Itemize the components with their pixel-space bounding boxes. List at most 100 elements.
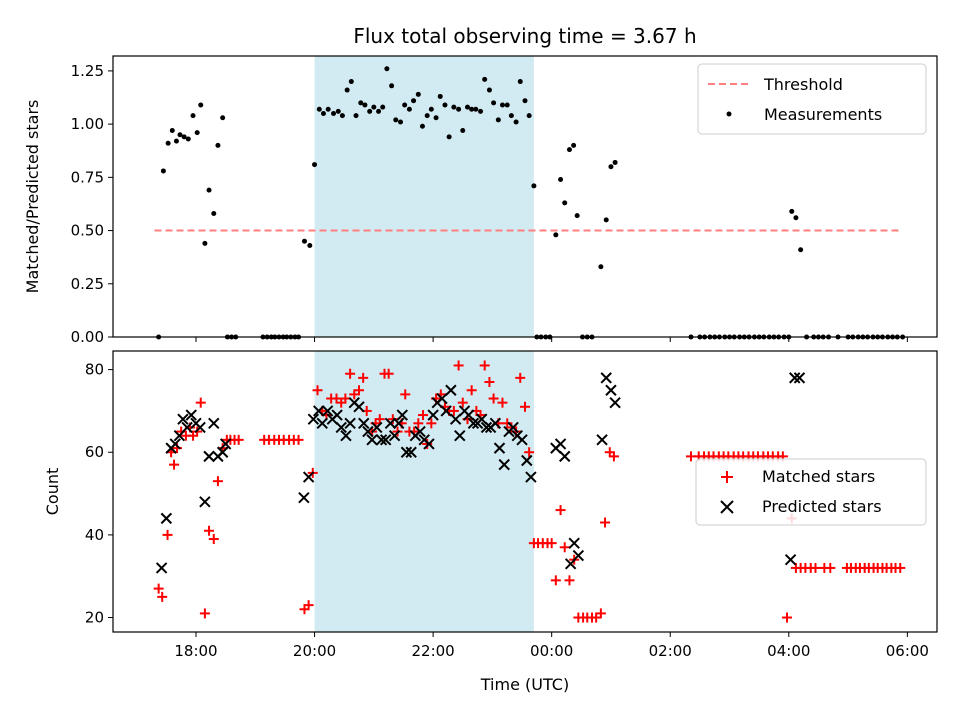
- plot-frame-top: [112, 55, 938, 338]
- predicted-star-point: [789, 372, 801, 384]
- measurement-point: [428, 106, 434, 112]
- predicted-star-point: [208, 417, 220, 430]
- predicted-star-point: [507, 421, 519, 434]
- measurement-point: [598, 264, 604, 270]
- predicted-star-point: [554, 438, 567, 450]
- predicted-star-point: [596, 434, 608, 446]
- predicted-star-point: [298, 491, 310, 504]
- matched-star-point: [195, 397, 206, 408]
- measurement-point: [215, 142, 221, 148]
- measurement-point: [169, 128, 175, 134]
- measurement-point: [442, 102, 448, 108]
- measurement-point: [348, 79, 354, 85]
- matched-star-point: [383, 368, 394, 379]
- measurement-point: [437, 93, 443, 99]
- predicted-star-point: [155, 562, 168, 574]
- matched-star-point: [497, 397, 508, 408]
- measurement-point: [406, 106, 412, 112]
- measurement-point: [508, 113, 514, 119]
- predicted-star-point: [427, 409, 439, 421]
- measurement-point: [513, 119, 519, 125]
- measurement-point: [789, 208, 795, 214]
- predicted-star-point: [445, 384, 457, 396]
- matched-star-point: [153, 583, 164, 594]
- measurement-point: [389, 83, 395, 89]
- measurement-point: [562, 200, 568, 206]
- predicted-star-point: [358, 417, 370, 430]
- matched-star-point: [559, 542, 570, 553]
- matched-star-point: [354, 385, 365, 396]
- measurement-point: [415, 91, 421, 97]
- legend-measurements-swatch: [726, 111, 732, 117]
- matched-star-point: [457, 397, 468, 408]
- matched-star-point: [303, 600, 314, 611]
- measurement-point: [574, 213, 580, 219]
- y-tick-label: 1.25: [71, 62, 104, 80]
- predicted-star-point: [414, 425, 426, 438]
- predicted-star-point: [440, 405, 452, 417]
- matched-star-point: [340, 393, 351, 404]
- x-axis-ticks-top: [195, 337, 908, 342]
- measurement-point: [411, 98, 417, 104]
- measurement-point: [553, 232, 559, 238]
- chart-title: Flux total observing time = 3.67 h: [353, 24, 696, 48]
- y-axis-ticks-bottom: 20 40 60 80: [85, 361, 113, 627]
- matched-star-point: [413, 418, 424, 429]
- matched-star-point: [199, 608, 210, 619]
- y-tick-label: 80: [85, 361, 104, 379]
- predicted-star-point: [199, 496, 211, 508]
- measurement-point: [190, 113, 196, 119]
- measurement-point: [504, 102, 510, 108]
- matched-star-point: [426, 418, 437, 429]
- matched-star-point: [782, 612, 793, 623]
- y-axis-ticks-top: 0.00 0.25 0.50 0.75 1.00 1.25: [71, 62, 113, 346]
- matched-star-point: [453, 360, 464, 371]
- measurement-point: [424, 113, 430, 119]
- predicted-star-point: [307, 413, 320, 425]
- measurement-point: [325, 106, 331, 112]
- measurement-point: [612, 159, 618, 165]
- predicted-star-point: [353, 401, 365, 413]
- measurement-point: [367, 108, 373, 114]
- predicted-star-point: [344, 417, 356, 430]
- matched-star-point: [204, 525, 215, 536]
- matched-star-point: [608, 451, 619, 462]
- predicted-star-point: [371, 421, 383, 434]
- matched-star-point: [524, 447, 535, 458]
- matched-star-point: [555, 505, 566, 516]
- matched-star-point: [810, 562, 821, 573]
- predicted-star-point: [489, 417, 502, 430]
- matched-star-point: [374, 414, 385, 425]
- y-axis-label-bottom: Count: [43, 468, 62, 516]
- panel-ratio: 0.00 0.25 0.50 0.75 1.00 1.25 Matched/Predict…: [23, 55, 938, 346]
- predicted-star-point: [559, 450, 571, 463]
- matched-star-point: [515, 372, 526, 383]
- x-tick-label: 22:00: [411, 642, 454, 660]
- measurement-point: [526, 113, 532, 119]
- measurement-point: [198, 102, 204, 108]
- measurement-point: [206, 187, 212, 193]
- matched-star-point: [162, 529, 173, 540]
- measurement-point: [173, 138, 179, 144]
- predicted-star-point: [467, 417, 480, 430]
- predicted-star-point: [375, 434, 388, 446]
- measurement-point: [344, 87, 350, 93]
- legend-measurements-label: Measurements: [764, 105, 882, 124]
- predicted-star-point: [600, 372, 612, 384]
- matched-star-point: [358, 372, 369, 383]
- measurement-point: [495, 117, 501, 123]
- predicted-star-point: [525, 471, 537, 483]
- matched-star-point: [448, 405, 459, 416]
- measurement-point: [798, 247, 804, 253]
- predicted-star-point: [609, 396, 621, 409]
- matched-star-point: [387, 414, 398, 425]
- measurement-point: [165, 140, 171, 146]
- predicted-star-point: [568, 537, 580, 549]
- measurement-point: [376, 108, 382, 114]
- measurement-point: [160, 168, 166, 174]
- legend-threshold-label: Threshold: [763, 75, 843, 94]
- matched-star-point: [466, 385, 477, 396]
- y-tick-label: 0.25: [71, 275, 104, 293]
- measurement-point: [522, 98, 528, 104]
- predicted-star-point: [423, 438, 435, 450]
